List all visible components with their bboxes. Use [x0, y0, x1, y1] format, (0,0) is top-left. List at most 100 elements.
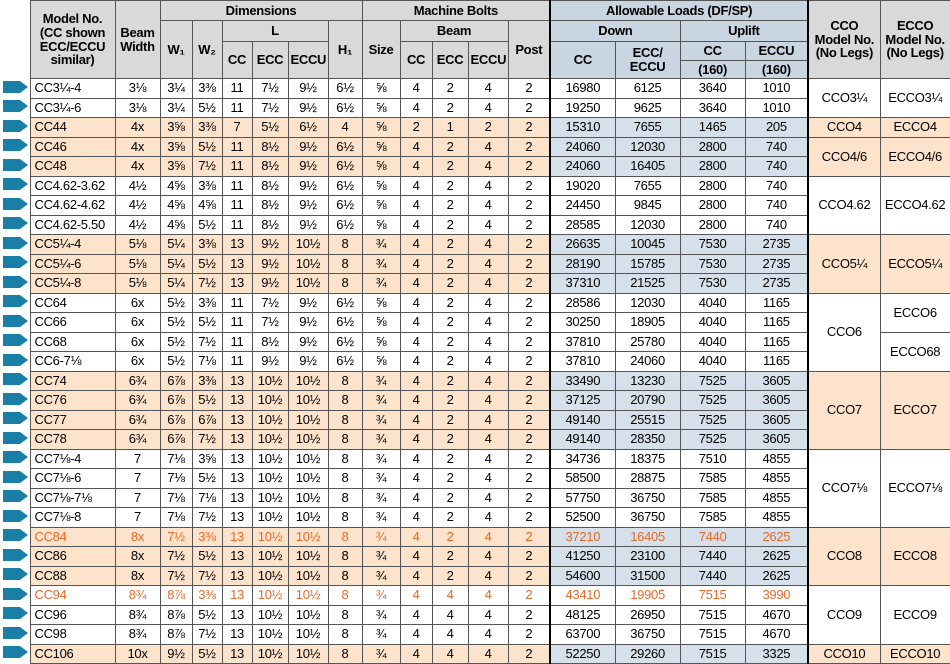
data-cell: 9½ [287, 175, 329, 196]
table-row: CC7⅛-4 7 7⅛ 3⅝ 13 10½ 10½ 8 ¾ 4 2 4 2 34736 18375 7510 4… [0, 448, 950, 528]
data-cell: 4 [399, 565, 433, 586]
data-cell: 4 [399, 487, 433, 508]
data-cell: 7½ [159, 565, 193, 586]
arrow-icon [2, 626, 28, 639]
data-cell: 3⅝ [191, 448, 223, 469]
data-cell: 9½ [251, 351, 289, 372]
table-row: CC7⅛-8 7 7⅛ 7½ 13 10½ 10½ 8 ¾ 4 2 4 2 52500 36750 7585 4… [0, 507, 950, 528]
header-cell: ECC [251, 41, 289, 79]
data-cell: 9625 [614, 97, 681, 118]
data-cell: 4 [399, 390, 433, 411]
data-cell: 13 [221, 546, 253, 567]
data-cell: 6⅞ [159, 409, 193, 430]
data-cell: 10½ [287, 487, 329, 508]
data-cell: 2 [431, 468, 469, 489]
arrow-shape [2, 529, 28, 542]
model-cell: CC48 [29, 156, 116, 177]
data-cell: 2 [507, 156, 551, 177]
data-cell: 9½ [251, 253, 289, 274]
data-cell: 4 [467, 370, 509, 391]
data-cell: ¾ [361, 409, 401, 430]
header-cell: W₂ [191, 20, 223, 79]
table-row: CC84 8x 7½ 3⅜ 13 10½ 10½ 8 ¾ 4 2 4 2 37210 16405 7440 26… [0, 526, 950, 586]
arrow-icon [2, 217, 28, 230]
data-cell: 8½ [251, 156, 289, 177]
data-cell: 11 [221, 331, 253, 352]
data-cell: 31500 [614, 565, 681, 586]
data-cell: 30250 [549, 312, 616, 333]
data-cell: 16980 [549, 78, 616, 99]
data-cell: ¾ [361, 565, 401, 586]
arrow-icon [2, 119, 28, 132]
data-cell: 8 [327, 448, 363, 469]
data-cell: 20790 [614, 390, 681, 411]
arrow-shape [2, 295, 28, 308]
data-cell: 2 [431, 429, 469, 450]
data-cell: 13 [221, 624, 253, 645]
data-cell: 4 [399, 624, 433, 645]
data-cell: 2 [507, 409, 551, 430]
data-cell: 2 [507, 565, 551, 586]
ecco-cell: ECCO4 [879, 117, 950, 138]
data-cell: 8 [327, 624, 363, 645]
header-cell: CC [221, 41, 253, 79]
data-cell: 36750 [614, 507, 681, 528]
data-cell: 13 [221, 565, 253, 586]
cco-cell: CCO5¼ [807, 234, 881, 294]
arrow-shape [2, 646, 28, 659]
data-cell: ⅝ [361, 214, 401, 235]
row-marker [0, 293, 30, 313]
data-cell: 19250 [549, 97, 616, 118]
data-cell: 7½ [251, 292, 289, 313]
data-cell: 4 [399, 643, 433, 664]
model-cell: CC5¼-4 [29, 234, 116, 255]
data-cell: 2 [507, 526, 551, 547]
table-row: CC44 4x 3⅝ 3⅜ 7 5½ 6½ 4 ⅝ 2 1 2 2 15310 7655 1465 205 CCO… [0, 117, 950, 138]
data-cell: 10½ [287, 468, 329, 489]
row-marker [0, 371, 30, 391]
header-cell: Machine Bolts [361, 0, 551, 21]
data-cell: 10½ [287, 234, 329, 255]
table-row: CC74 6¾ 6⅞ 3⅜ 13 10½ 10½ 8 ¾ 4 2 4 2 33490 13230 7525 36… [0, 370, 950, 450]
row-marker [0, 410, 30, 430]
ecco-cell: ECCO5¼ [879, 234, 950, 294]
data-cell: 7½ [251, 312, 289, 333]
table-row: CC106 10x 9½ 5½ 13 10½ 10½ 8 ¾ 4 4 4 2 52250 29260 7515… [0, 643, 950, 664]
data-cell: 1010 [744, 97, 809, 118]
data-cell: 4 [467, 78, 509, 99]
arrow-icon [2, 197, 28, 210]
arrow-icon [2, 490, 28, 503]
data-cell: 19020 [549, 175, 616, 196]
arrow-shape [2, 412, 28, 425]
table-row: CC78 6¾ 6⅞ 7½ 13 10½ 10½ 8 ¾ 4 2 4 2 49140 28350 7525 36… [0, 429, 950, 450]
header-cell: Beam Width [114, 0, 161, 79]
data-cell: 13 [221, 390, 253, 411]
data-cell: 3640 [679, 97, 746, 118]
data-cell: 8¾ [114, 604, 161, 625]
data-cell: 4 [399, 429, 433, 450]
data-cell: 2 [507, 97, 551, 118]
data-cell: 8½ [251, 331, 289, 352]
data-cell: 3⅜ [191, 370, 223, 391]
data-cell: 7525 [679, 429, 746, 450]
table-row: CC86 8x 7½ 5½ 13 10½ 10½ 8 ¾ 4 2 4 2 41250 23100 7440 26… [0, 546, 950, 567]
data-cell: 7⅛ [159, 448, 193, 469]
data-cell: 7530 [679, 253, 746, 274]
ecco-cell: ECCO10 [879, 643, 950, 664]
data-cell: 5½ [191, 136, 223, 157]
data-cell: 10½ [287, 585, 329, 606]
data-cell: 9½ [287, 78, 329, 99]
data-cell: 4 [399, 468, 433, 489]
data-cell: 6½ [327, 331, 363, 352]
data-cell: 3¼ [159, 97, 193, 118]
data-cell: 4 [467, 429, 509, 450]
data-cell: ¾ [361, 546, 401, 567]
data-cell: 10½ [287, 409, 329, 430]
arrow-shape [2, 607, 28, 620]
arrow-shape [2, 451, 28, 464]
data-cell: 2800 [679, 175, 746, 196]
data-cell: ⅝ [361, 136, 401, 157]
data-cell: 13 [221, 370, 253, 391]
data-cell: 7515 [679, 604, 746, 625]
data-cell: 11 [221, 156, 253, 177]
